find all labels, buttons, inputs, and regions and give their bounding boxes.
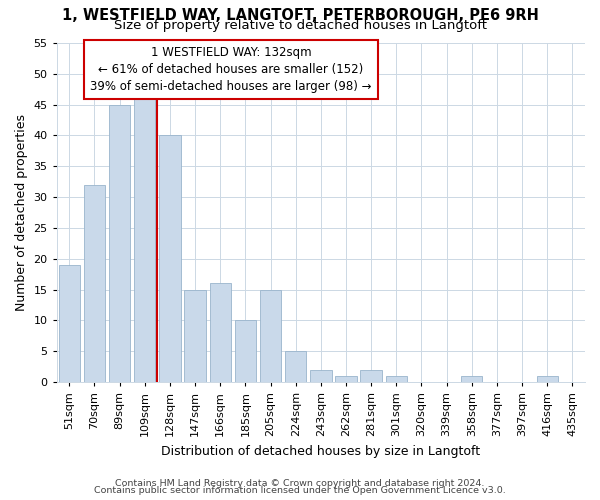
Bar [536,376,558,382]
Bar [84,185,105,382]
Bar [260,290,281,382]
Text: Contains HM Land Registry data © Crown copyright and database right 2024.: Contains HM Land Registry data © Crown c… [115,478,485,488]
Bar [184,290,206,382]
Bar [159,136,181,382]
Text: Contains public sector information licensed under the Open Government Licence v3: Contains public sector information licen… [94,486,506,495]
Bar [285,351,307,382]
Bar [235,320,256,382]
Bar [361,370,382,382]
X-axis label: Distribution of detached houses by size in Langtoft: Distribution of detached houses by size … [161,444,481,458]
Bar [386,376,407,382]
Bar [109,104,130,382]
Bar [310,370,332,382]
Bar [461,376,482,382]
Text: 1, WESTFIELD WAY, LANGTOFT, PETERBOROUGH, PE6 9RH: 1, WESTFIELD WAY, LANGTOFT, PETERBOROUGH… [62,8,538,22]
Text: Size of property relative to detached houses in Langtoft: Size of property relative to detached ho… [113,19,487,32]
Y-axis label: Number of detached properties: Number of detached properties [15,114,28,311]
Bar [134,98,155,382]
Bar [59,265,80,382]
Text: 1 WESTFIELD WAY: 132sqm
← 61% of detached houses are smaller (152)
39% of semi-d: 1 WESTFIELD WAY: 132sqm ← 61% of detache… [90,46,372,94]
Bar [335,376,357,382]
Bar [209,284,231,382]
